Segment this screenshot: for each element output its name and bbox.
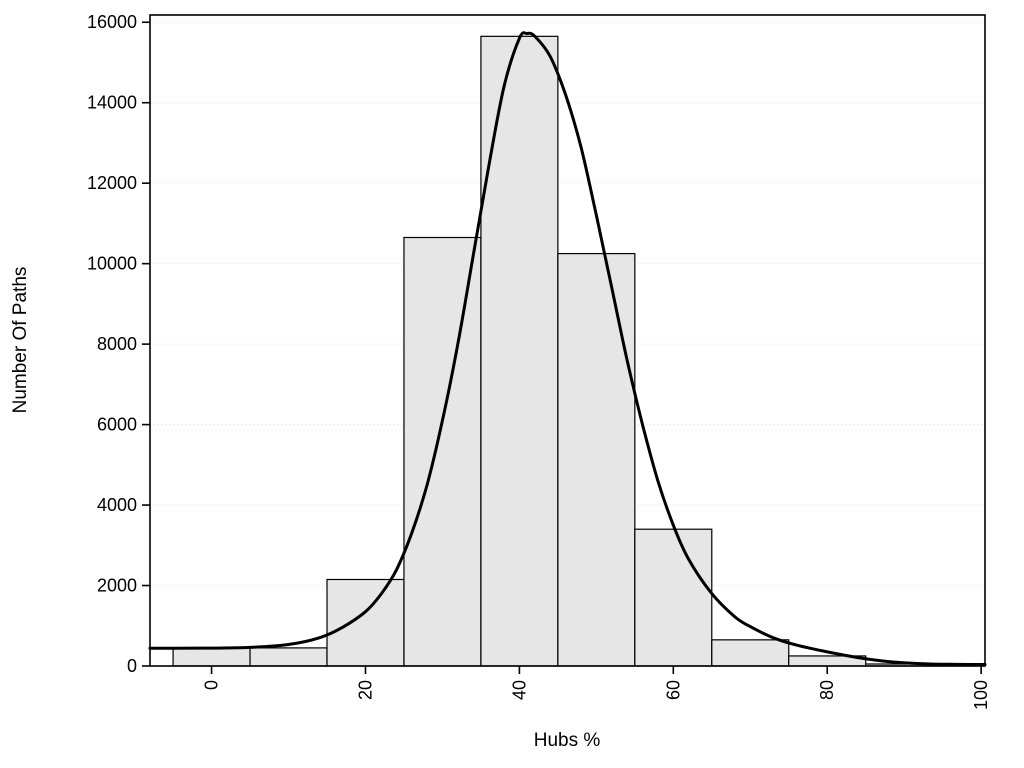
x-tick-label: 80 [817,680,837,700]
y-tick-label: 8000 [97,334,137,354]
plot-area: 0 2000 4000 6000 8000 10000 12000 14000 16000 0 20… [87,12,991,710]
x-tick-label: 40 [509,680,529,700]
histogram-bar [557,252,636,667]
histogram-bar [326,578,405,667]
x-axis-title: Hubs % [534,730,601,751]
y-axis-title: Number Of Paths [10,267,31,414]
plot-border [149,14,986,667]
y-tick-label: 14000 [87,93,137,113]
x-tick-label: 0 [202,680,222,690]
y-tick-label: 2000 [97,576,137,596]
y-tick-label: 16000 [87,12,137,32]
x-tick-label: 100 [971,680,991,710]
y-tick-label: 0 [127,656,137,676]
y-tick-label: 10000 [87,254,137,274]
x-tick-label: 20 [355,680,375,700]
histogram-bar [634,528,713,667]
histogram-bar [480,35,559,667]
histogram-bar [172,647,251,667]
histogram-bar [711,639,790,667]
density-curve [148,31,987,666]
y-tick-label: 6000 [97,415,137,435]
y-tick-label: 12000 [87,173,137,193]
y-tick-label: 4000 [97,495,137,515]
x-tick-label: 60 [663,680,683,700]
histogram-bar [249,647,328,667]
histogram-bar [403,236,482,667]
